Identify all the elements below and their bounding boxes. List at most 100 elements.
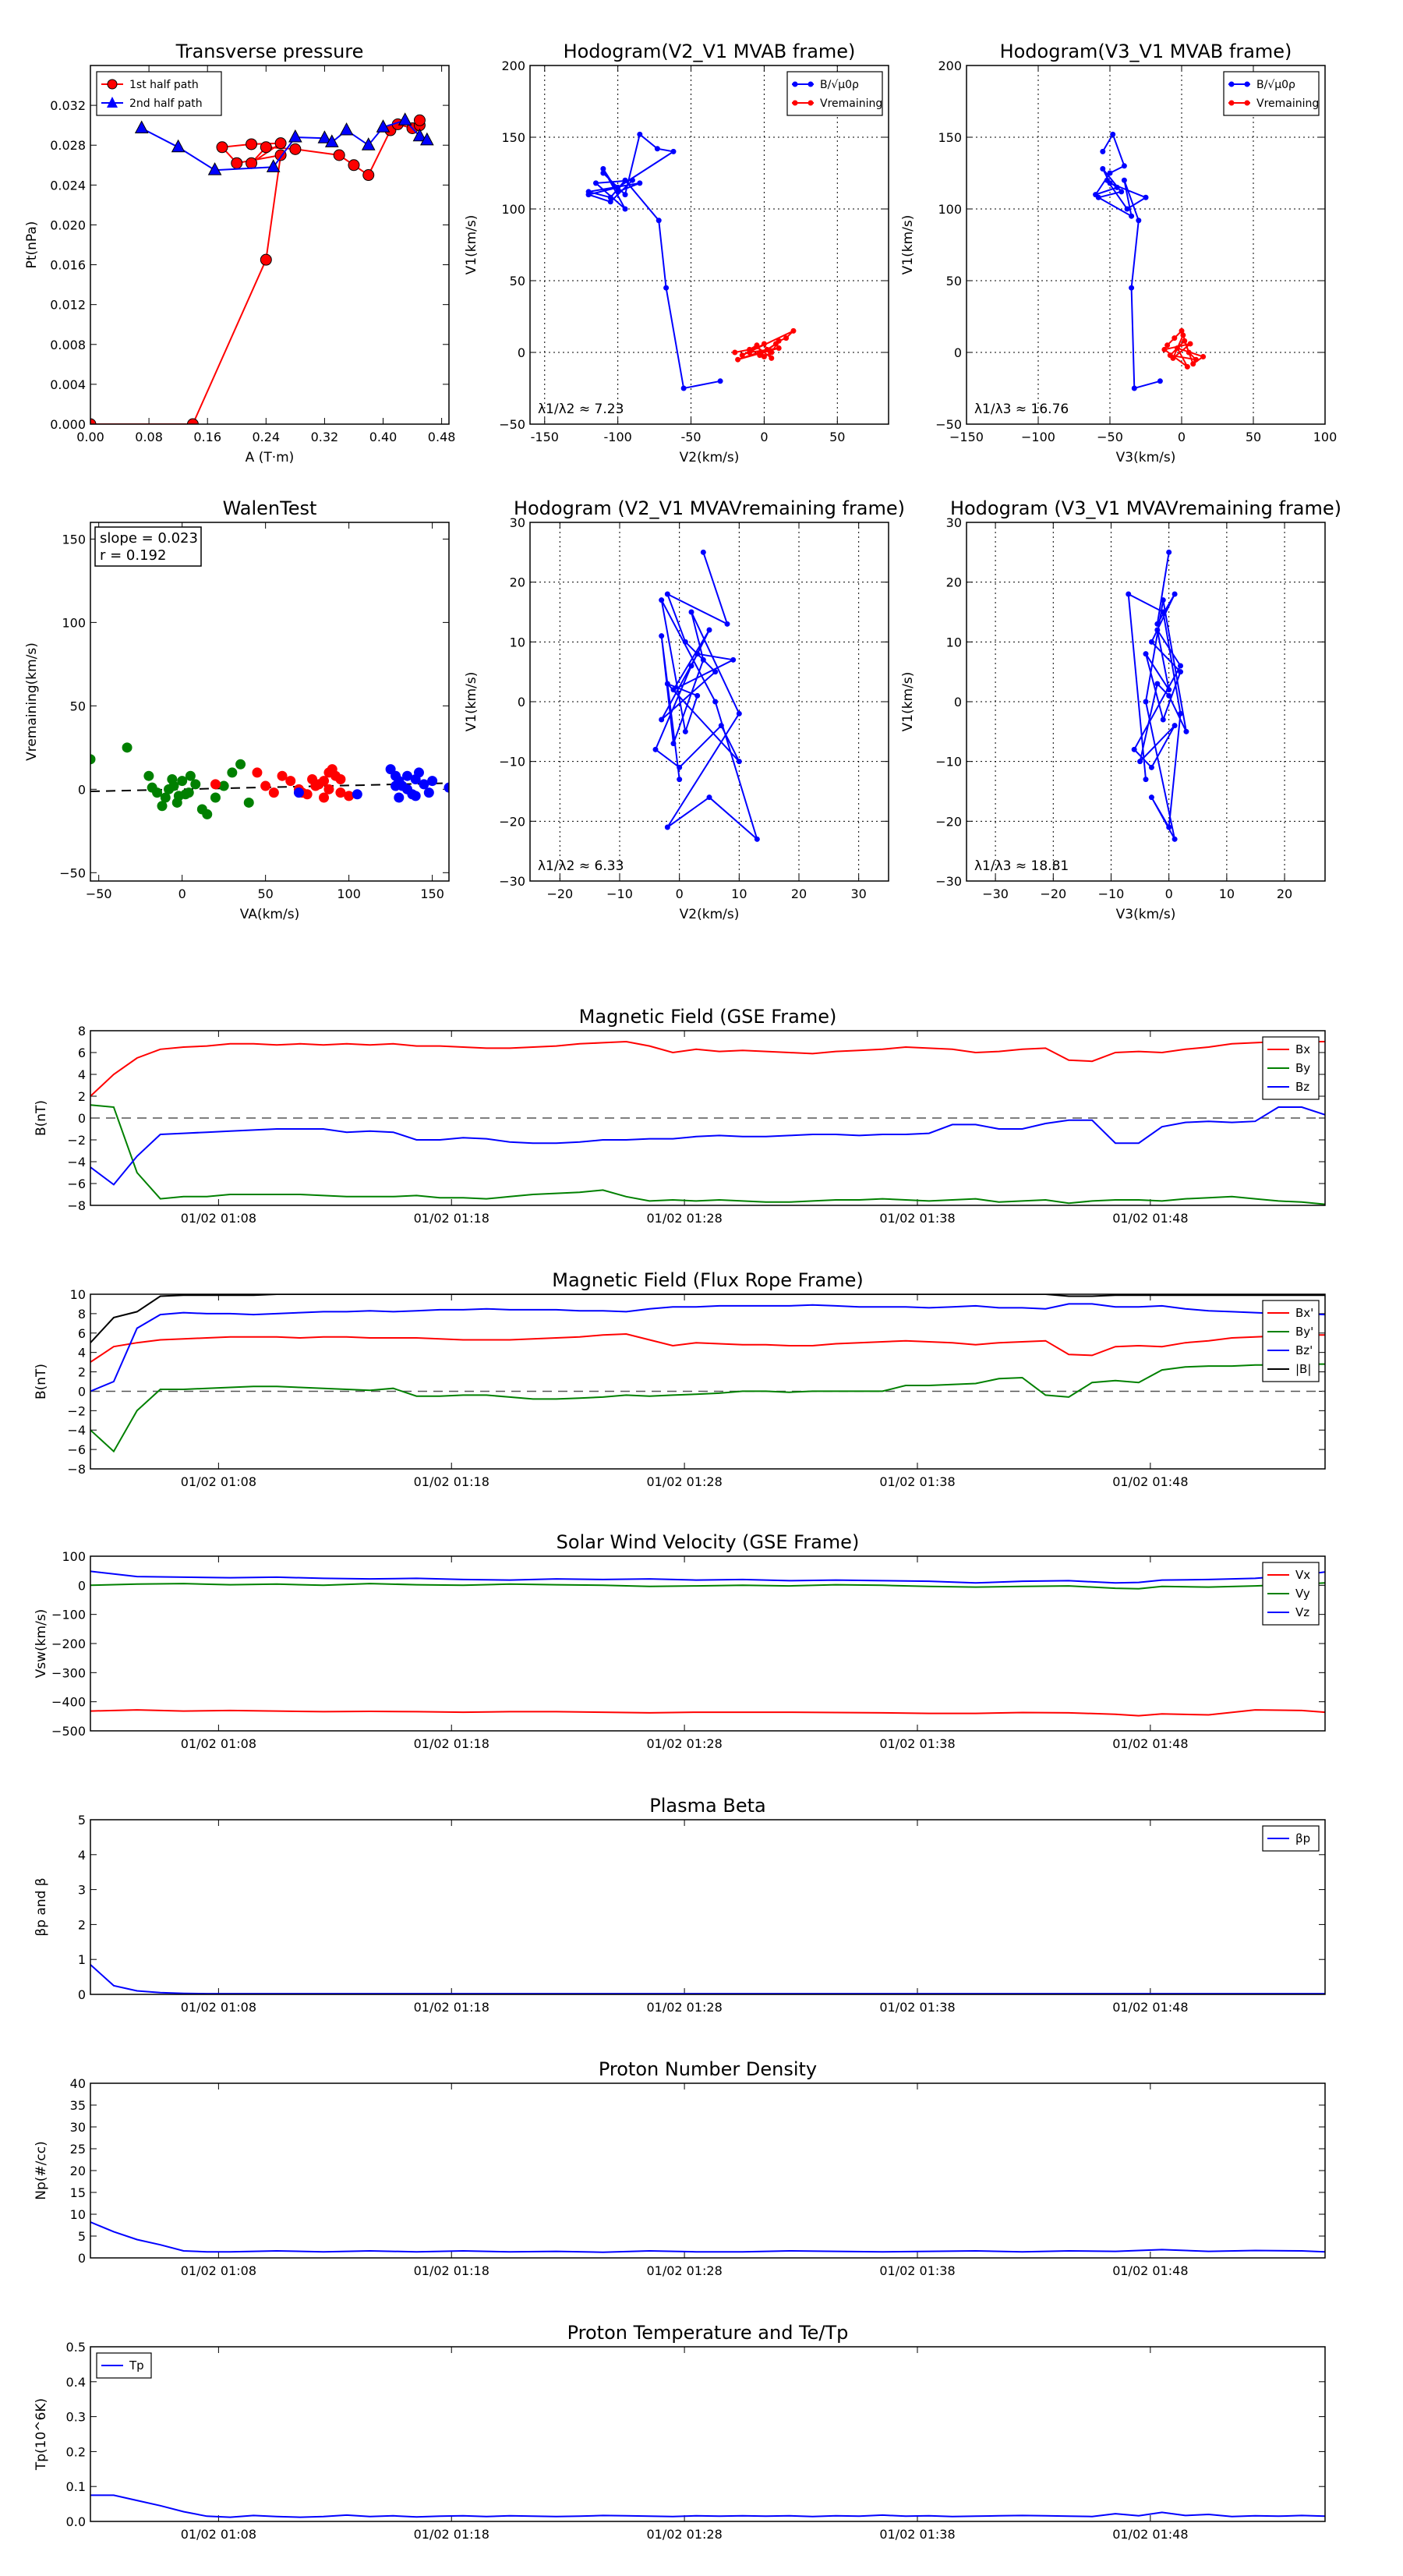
panel-beta: Plasma Beta 01/02 01:08 01/02 01:18 01/02 0…: [34, 1795, 1326, 2015]
data-point: [1131, 385, 1137, 391]
x-axis-label: V3(km/s): [1116, 907, 1176, 922]
y-axis-label: V1(km/s): [900, 672, 916, 732]
panel-vsw: Solar Wind Velocity (GSE Frame) 01/02 01:…: [34, 1531, 1326, 1751]
y-tick-label: −100: [51, 1608, 86, 1622]
annotation-text: λ1/λ2 ≈ 6.33: [538, 858, 624, 874]
y-axis-label: V1(km/s): [464, 672, 479, 732]
y-tick-label: 0.032: [50, 98, 86, 113]
x-tick-label: 01/02 01:28: [646, 2527, 722, 2542]
legend-label: B/√μ0ρ: [820, 79, 859, 91]
y-tick-label: 0.012: [50, 298, 86, 313]
data-point: [376, 119, 391, 133]
data-point: [402, 770, 413, 781]
y-tick-label: 50: [70, 699, 86, 713]
data-point: [1166, 687, 1172, 693]
x-tick-label: 01/02 01:48: [1112, 2263, 1188, 2278]
y-tick-label: 0.3: [66, 2410, 86, 2425]
y-tick-label: 100: [62, 615, 86, 630]
data-point: [1178, 669, 1184, 675]
panel-h31: Hodogram(V3_V1 MVAB frame) −150 −100 −50 0 50…: [900, 41, 1337, 465]
legend-box: [786, 71, 883, 116]
y-tick-label: 0.1: [66, 2479, 86, 2494]
axes-frame: [90, 1293, 1326, 1470]
data-point: [268, 787, 279, 798]
x-tick-label: -50: [680, 430, 701, 444]
data-point: [218, 780, 229, 791]
legend-label: Vx: [1295, 1568, 1310, 1582]
axes-frame: [90, 1030, 1326, 1206]
data-point: [319, 792, 330, 803]
data-point: [790, 327, 797, 334]
series-line-b-0-: [1094, 132, 1161, 390]
plot-area: [1126, 549, 1189, 842]
data-point: [764, 346, 770, 352]
y-tick-label: 0: [78, 782, 86, 797]
data-point: [718, 723, 724, 729]
data-point: [277, 770, 288, 781]
data-point: [444, 782, 449, 793]
panel-hr31: Hodogram (V3_V1 MVAVremaining frame) −30 −…: [900, 497, 1341, 922]
data-point: [398, 112, 412, 126]
y-tick-label: 8: [78, 1024, 86, 1039]
data-point: [1170, 355, 1176, 361]
y-tick-label: 150: [938, 130, 962, 145]
x-tick-label: −50: [1097, 430, 1123, 444]
data-point: [747, 349, 753, 356]
y-tick-label: 6: [78, 1326, 86, 1341]
data-point: [423, 787, 434, 798]
y-tick-label: 0.020: [50, 218, 86, 232]
y-axis-label: Np(#/cc): [34, 2141, 49, 2199]
legend-label: Tp: [129, 2358, 144, 2373]
data-point: [246, 157, 258, 169]
data-point: [1121, 163, 1127, 169]
data-point: [1186, 349, 1192, 356]
y-tick-label: 0.5: [66, 2340, 86, 2355]
x-tick-label: 0: [1165, 886, 1173, 901]
x-tick-label: 01/02 01:38: [879, 1736, 955, 1751]
y-tick-label: 0.4: [66, 2375, 86, 2390]
x-tick-label: −20: [1040, 886, 1066, 901]
data-point: [739, 352, 745, 359]
legend-label: By': [1295, 1325, 1313, 1339]
data-point: [344, 791, 355, 801]
y-axis-label: V1(km/s): [900, 215, 916, 275]
x-tick-label: 0.32: [311, 430, 339, 444]
x-tick-label: 20: [1277, 886, 1292, 901]
data-point: [1143, 194, 1149, 200]
series-line-tp: [90, 2494, 1325, 2518]
y-axis-label: Pt(nPa): [24, 221, 40, 269]
data-point: [677, 764, 683, 770]
x-tick-label: 01/02 01:38: [879, 2263, 955, 2278]
axes-frame: [90, 1555, 1326, 1732]
series-line--b-: [90, 1294, 1325, 1343]
data-point: [227, 767, 238, 778]
chart-title: Hodogram(V2_V1 MVAB frame): [564, 41, 856, 62]
data-point: [1172, 335, 1178, 341]
chart-title: WalenTest: [223, 497, 317, 519]
data-point: [769, 349, 775, 356]
data-point: [1131, 746, 1137, 752]
y-tick-label: 20: [946, 575, 962, 590]
data-point: [1124, 206, 1130, 212]
axes-frame: [529, 522, 889, 882]
y-tick-label: 25: [70, 2142, 86, 2157]
y-tick-label: 50: [946, 274, 962, 288]
data-point: [712, 699, 719, 705]
y-tick-label: 2: [78, 1917, 86, 1932]
chart-title: Plasma Beta: [649, 1795, 765, 1817]
series-line--p: [90, 1964, 1325, 1994]
y-tick-label: 10: [70, 2207, 86, 2222]
y-tick-label: −10: [935, 755, 962, 770]
data-point: [754, 836, 760, 842]
y-tick-label: 0: [954, 345, 962, 360]
data-point: [164, 784, 175, 794]
stats-text: r = 0.192: [100, 547, 166, 564]
x-tick-label: 01/02 01:18: [414, 1474, 489, 1489]
data-point: [700, 549, 706, 555]
data-point: [629, 177, 635, 183]
data-point: [670, 741, 677, 747]
legend-marker: [808, 100, 814, 106]
legend-label: 2nd half path: [129, 97, 203, 110]
